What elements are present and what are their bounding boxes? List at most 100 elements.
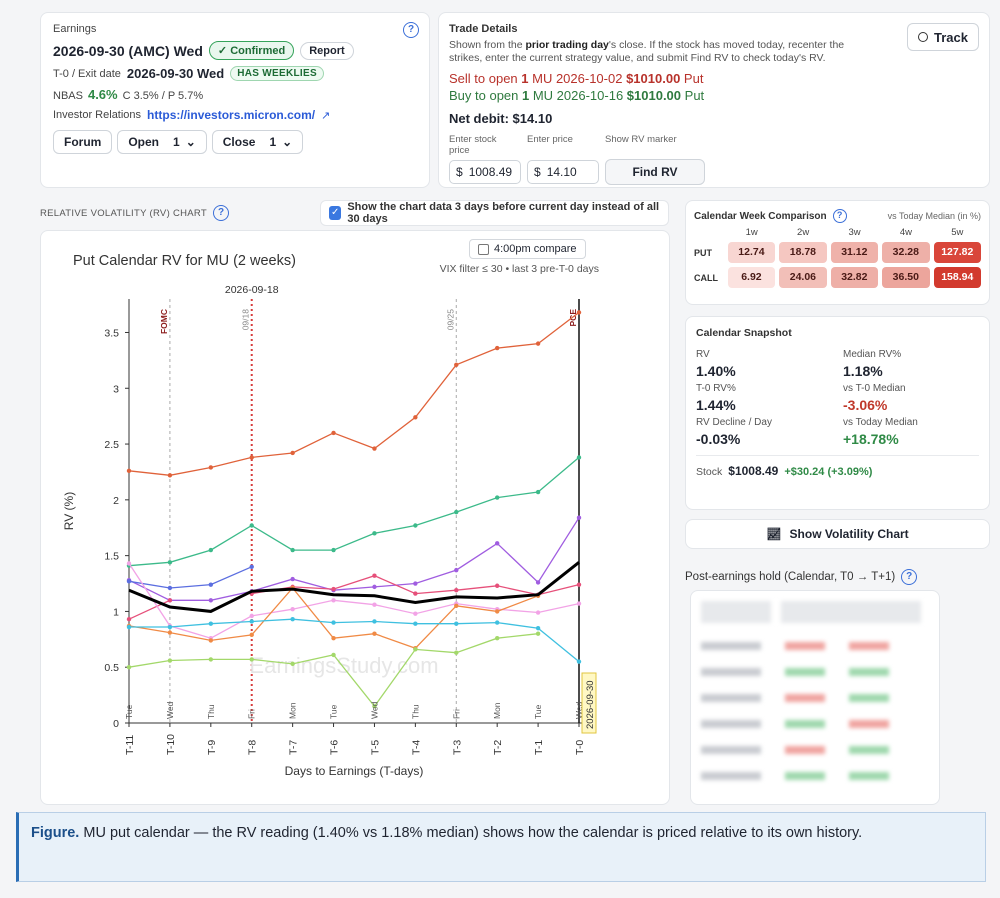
data-point xyxy=(290,450,295,456)
checkbox-icon[interactable] xyxy=(478,243,489,255)
data-point xyxy=(167,473,173,478)
week-col-header: 2w xyxy=(797,227,810,238)
show-volatility-label: Show Volatility Chart xyxy=(789,527,909,541)
week-cell: 32.82 xyxy=(830,267,879,288)
chevron-down-icon: ⌄ xyxy=(282,135,293,149)
series-line xyxy=(129,618,580,663)
external-link-icon[interactable]: ↗ xyxy=(321,109,331,122)
rv-chart-card: 4:00pm compare VIX filter ≤ 30 • last 3 … xyxy=(40,230,670,805)
x-tick-label: T-9 xyxy=(206,740,218,755)
data-point xyxy=(331,586,336,592)
x-tick-label: T-8 xyxy=(247,740,259,755)
y-tick-label: 1 xyxy=(113,606,119,618)
trade-description: Shown from the prior trading day's close… xyxy=(449,39,879,65)
y-tick-label: 2 xyxy=(113,495,119,507)
price-input[interactable]: $14.10 xyxy=(527,160,599,184)
forum-button[interactable]: Forum xyxy=(53,130,113,154)
data-point xyxy=(454,588,459,593)
confirmed-badge: ✓ Confirmed xyxy=(208,41,295,60)
caption-lead: Figure. xyxy=(31,825,80,841)
nbas-label: NBAS xyxy=(53,90,83,102)
open-select[interactable]: Open 1 ⌄ xyxy=(117,130,207,154)
show-3-days-toggle[interactable]: ✓ Show the chart data 3 days before curr… xyxy=(320,200,669,226)
data-point xyxy=(494,583,500,588)
data-point xyxy=(413,591,418,596)
data-point xyxy=(372,619,377,624)
stock-price-input[interactable]: $1008.49 xyxy=(449,160,521,184)
data-point xyxy=(372,573,377,578)
show-volatility-chart-button[interactable]: 📈︎ Show Volatility Chart xyxy=(685,519,990,549)
data-point xyxy=(494,345,500,351)
data-point xyxy=(331,652,336,658)
vs-today-label: vs Today Median xyxy=(843,417,918,428)
data-point xyxy=(208,547,214,553)
data-point xyxy=(208,465,214,470)
data-point xyxy=(249,619,254,624)
week-row-label: CALL xyxy=(694,272,718,283)
help-icon[interactable]: ? xyxy=(403,22,419,38)
x-tick-label: T-6 xyxy=(329,740,341,755)
data-point xyxy=(535,489,541,495)
trade-details-card: Trade Details Track Shown from the prior… xyxy=(438,12,990,188)
x-tick-label: T-11 xyxy=(124,735,136,755)
track-button[interactable]: Track xyxy=(907,23,979,51)
net-debit: Net debit: $14.10 xyxy=(449,111,553,126)
blurred-row xyxy=(701,685,929,711)
watermark: EarningsStudy.com xyxy=(249,653,438,678)
weekday-label: Fri xyxy=(247,709,257,719)
data-point xyxy=(249,632,254,638)
checkbox-checked-icon[interactable]: ✓ xyxy=(329,206,342,220)
event-marker-top-label: 2026-09-18 xyxy=(225,284,279,296)
data-point xyxy=(413,621,418,626)
data-point xyxy=(331,430,336,436)
nbas-value: 4.6% xyxy=(87,87,118,102)
chevron-down-icon: ⌄ xyxy=(185,135,196,149)
weekday-label: Wed xyxy=(369,701,379,719)
earnings-date: 2026-09-30 (AMC) Wed xyxy=(53,42,203,59)
rv-line-chart: 0 0.5 1 1.5 2 2.5 3 3.5 FOMC 09/18 2026-09-18 09/25… xyxy=(62,284,597,778)
data-point xyxy=(372,531,377,536)
snapshot-title: Calendar Snapshot xyxy=(696,327,792,339)
help-icon[interactable]: ? xyxy=(213,205,230,221)
close-select[interactable]: Close 1 ⌄ xyxy=(211,130,304,154)
data-point xyxy=(249,455,254,460)
end-date-tag xyxy=(581,672,597,734)
data-point xyxy=(576,515,582,520)
week-col-header: 5w xyxy=(951,227,964,238)
data-point xyxy=(331,547,336,553)
blurred-row xyxy=(701,763,929,789)
post-earnings-table xyxy=(690,590,940,805)
data-point xyxy=(372,602,377,607)
vix-filter-text: VIX filter ≤ 30 • last 3 pre-T-0 days xyxy=(439,263,599,275)
data-point xyxy=(372,584,377,590)
desc-bold: prior trading day xyxy=(525,39,609,51)
data-point xyxy=(331,598,336,603)
data-point xyxy=(576,659,582,664)
ir-link[interactable]: https://investors.micron.com/ xyxy=(147,108,316,122)
sell-leg: Sell to open 1 MU 2026-10-02 $1010.00 Pu… xyxy=(449,71,979,86)
x-axis-title: Days to Earnings (T-days) xyxy=(285,764,424,778)
weekday-label: Tue xyxy=(533,704,543,719)
weekday-label: Wed xyxy=(574,701,584,719)
data-point xyxy=(208,638,214,643)
earnings-section-label: Earnings xyxy=(53,23,97,35)
y-tick-label: 3.5 xyxy=(104,327,119,339)
calendar-snapshot-card: Calendar Snapshot RV 1.40% Median RV% 1.18… xyxy=(685,316,990,510)
report-button[interactable]: Report xyxy=(300,41,354,60)
data-point xyxy=(331,620,336,625)
data-point xyxy=(331,636,336,641)
t0-value: 2026-09-30 Wed xyxy=(126,66,225,81)
help-icon[interactable]: ? xyxy=(901,569,918,585)
x-tick-label: T-2 xyxy=(492,740,504,755)
rv-marker-label: Show RV marker xyxy=(605,134,677,145)
desc-suffix: 's close. If the stock has moved today, … xyxy=(449,39,845,64)
close-value: 1 xyxy=(269,135,277,149)
data-point xyxy=(126,561,132,566)
data-point xyxy=(494,541,500,546)
data-point xyxy=(576,582,582,587)
buy-qty: 1 xyxy=(522,88,530,103)
help-icon[interactable]: ? xyxy=(832,209,847,223)
compare-toggle[interactable]: 4:00pm compare xyxy=(469,239,586,259)
find-rv-button[interactable]: Find RV xyxy=(605,159,705,185)
rv-label: RV xyxy=(696,349,710,360)
